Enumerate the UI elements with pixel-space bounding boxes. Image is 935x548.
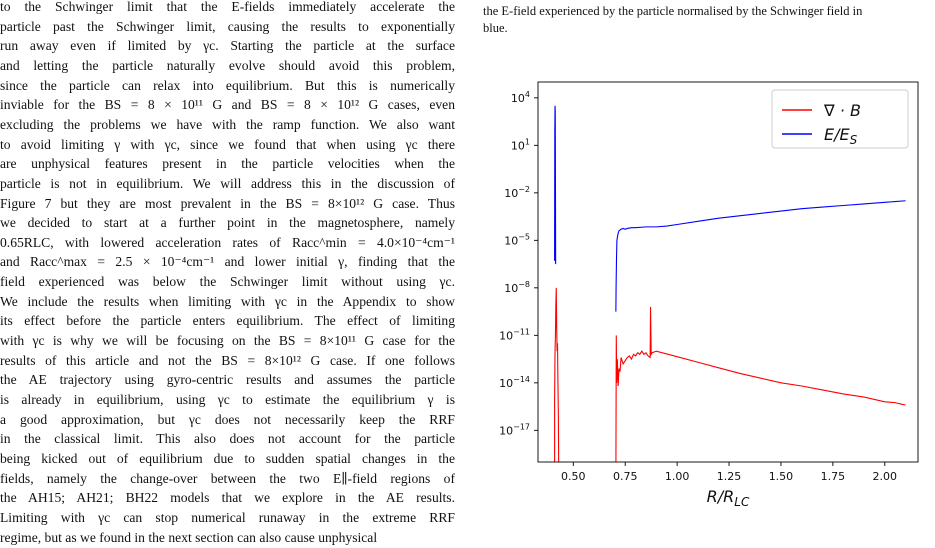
- x-axis-title: R/RLC: [707, 487, 750, 509]
- series-line-e-field-segment-1: [615, 200, 906, 312]
- chart-svg: 0.50 0.75 1.00 1.25 1.50 1.75 2.00 104 101 10−2 10…: [499, 81, 919, 509]
- text-line: to the Schwinger limit that the E-fields…: [0, 0, 455, 14]
- y-tick-label: 101: [511, 137, 530, 152]
- text-line: the AE trajectory using gyro-centric res…: [0, 372, 455, 388]
- text-line: regime, but as we found in the next sect…: [0, 529, 378, 545]
- text-line: in the classical limit. This also does n…: [0, 431, 455, 447]
- y-tick-label: 10−5: [504, 232, 530, 247]
- x-tick-label: 1.00: [665, 470, 690, 483]
- caption-line: blue.: [483, 21, 508, 35]
- text-line: its effect before the particle enters eq…: [0, 313, 455, 329]
- x-tick-label: 0.50: [561, 470, 586, 483]
- x-tick-label: 1.75: [821, 470, 846, 483]
- text-line: fields, namely the change-over between t…: [0, 470, 455, 486]
- x-tick-label: 1.25: [717, 470, 742, 483]
- text-line: and letting the particle naturally evolv…: [0, 57, 455, 73]
- text-line: results of this article and not the BS =…: [0, 352, 455, 368]
- series-line-divb-segment-1: [615, 306, 906, 462]
- y-tick-label: 10−8: [504, 280, 530, 295]
- x-tick-label: 2.00: [873, 470, 898, 483]
- text-line: field experienced was below the Schwinge…: [0, 274, 455, 290]
- y-tick-label: 10−11: [499, 327, 530, 342]
- plot-frame: [537, 81, 919, 463]
- y-tick-label: 104: [511, 90, 530, 105]
- text-line: is already in equilibrium, using γc to e…: [0, 392, 455, 407]
- text-line: we decided to start at a further point i…: [0, 215, 455, 231]
- text-line: We include the results when limiting wit…: [0, 293, 455, 309]
- text-line: a good approximation, but γc does not ne…: [0, 411, 455, 427]
- series-line-e-field-segment-0: [554, 105, 557, 265]
- series-line-divb-segment-0: [554, 287, 560, 462]
- text-line: are unphysical features present in the p…: [0, 156, 455, 172]
- figure-divb-and-e-field-plot: 0.50 0.75 1.00 1.25 1.50 1.75 2.00 104 101 10−2 10…: [470, 70, 935, 540]
- text-line: since the particle can relax into equili…: [0, 77, 455, 93]
- text-line: run away even if limited by γc. Starting…: [0, 38, 455, 54]
- text-line: to avoid limiting γ with γc, since we fo…: [0, 136, 455, 152]
- x-tick-label: 1.50: [769, 470, 794, 483]
- text-line: Limiting with γc can stop numerical runa…: [0, 509, 455, 525]
- x-tick-label: 0.75: [613, 470, 638, 483]
- text-line: 0.65RLC, with lowered acceleration rates…: [0, 234, 455, 250]
- y-tick-label: 10−14: [499, 375, 530, 390]
- text-line: being kicked out of equilibrium due to s…: [0, 450, 455, 466]
- y-tick-label: 10−17: [499, 422, 530, 437]
- text-line: inviable for the BS = 8 × 10¹¹ G and BS …: [0, 97, 455, 113]
- legend-label-e-field: E/ES: [824, 125, 858, 147]
- caption-line: the E-field experienced by the particle …: [483, 4, 863, 18]
- text-line: with γc is why we will be focusing on th…: [0, 333, 455, 349]
- text-line: excluding the problems we have with the …: [0, 116, 455, 132]
- text-line: particle past the Schwinger limit, causi…: [0, 18, 455, 34]
- y-tick-label: 10−2: [504, 185, 530, 200]
- legend-label-divb: ∇ · B: [823, 101, 861, 120]
- text-line: Figure 7 but they are most prevalent in …: [0, 195, 455, 211]
- text-line: and Racc^max = 2.5 × 10⁻⁴cm⁻¹ and lower …: [0, 254, 455, 270]
- text-line: particle is not in equilibrium. We will …: [0, 175, 455, 191]
- text-line: the AH15; AH21; BH22 models that we expl…: [0, 490, 455, 506]
